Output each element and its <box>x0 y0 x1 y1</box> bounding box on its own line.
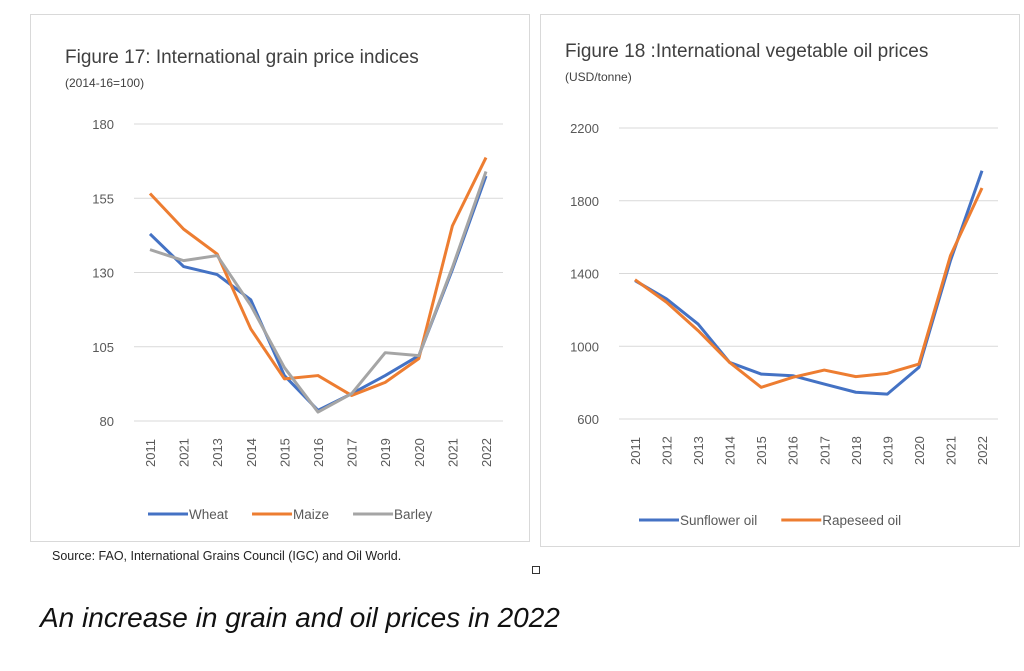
legend-label: Wheat <box>189 507 228 522</box>
x-tick-label: 2022 <box>975 436 990 465</box>
x-tick-label: 2021 <box>445 438 460 467</box>
y-tick-label: 1800 <box>570 194 599 209</box>
x-tick-label: 2015 <box>277 438 292 467</box>
series-line-maize <box>148 156 488 397</box>
series-line-rapeseed-oil <box>634 187 984 389</box>
legend-label: Maize <box>293 507 329 522</box>
source-note: Source: FAO, International Grains Counci… <box>52 549 402 563</box>
x-tick-label: 2011 <box>143 439 158 467</box>
x-tick-label: 2021 <box>177 438 192 467</box>
x-tick-label: 2017 <box>345 438 360 467</box>
chart-subtitle: (2014-16=100) <box>65 76 145 90</box>
y-tick-label: 130 <box>92 266 114 281</box>
y-tick-label: 600 <box>577 412 599 427</box>
series-line-barley <box>149 171 488 414</box>
legend-label: Sunflower oil <box>680 513 757 528</box>
x-tick-label: 2012 <box>660 436 675 465</box>
x-tick-label: 2014 <box>723 436 738 465</box>
x-tick-label: 2014 <box>244 438 259 467</box>
x-tick-label: 2019 <box>378 438 393 467</box>
caption: An increase in grain and oil prices in 2… <box>40 602 560 633</box>
y-tick-label: 180 <box>92 117 114 132</box>
legend-label: Rapeseed oil <box>822 513 901 528</box>
chart-title: Figure 18 :International vegetable oil p… <box>565 41 929 62</box>
y-tick-label: 2200 <box>570 121 599 136</box>
grain-chart-plot: 80 105 130 155 180 2011 2021 2013 2014 2015 2016 20… <box>92 117 503 522</box>
y-tick-label: 105 <box>92 340 114 355</box>
oil-chart-panel: Figure 18 :International vegetable oil p… <box>540 14 1020 547</box>
x-tick-label: 2013 <box>210 438 225 467</box>
oil-chart-plot: 600 1000 1400 1800 2200 2011 2012 2013 2014 2015 2… <box>570 121 998 528</box>
series-line-sunflower-oil <box>634 170 984 396</box>
x-tick-label: 2020 <box>412 438 427 467</box>
x-tick-label: 2016 <box>311 438 326 467</box>
x-tick-label: 2011 <box>628 437 643 465</box>
y-tick-label: 80 <box>100 414 114 429</box>
y-tick-label: 155 <box>92 191 114 206</box>
x-tick-label: 2019 <box>880 436 895 465</box>
grain-chart-panel: Figure 17: International grain price ind… <box>30 14 530 542</box>
x-tick-label: 2022 <box>479 438 494 467</box>
x-tick-label: 2020 <box>912 436 927 465</box>
x-tick-label: 2013 <box>691 436 706 465</box>
x-tick-label: 2016 <box>786 436 801 465</box>
chart-subtitle: (USD/tonne) <box>565 70 632 84</box>
y-tick-label: 1400 <box>570 267 599 282</box>
x-tick-label: 2017 <box>817 436 832 465</box>
x-tick-label: 2018 <box>849 436 864 465</box>
y-tick-label: 1000 <box>570 339 599 354</box>
legend-label: Barley <box>394 507 433 522</box>
chart-title: Figure 17: International grain price ind… <box>65 47 419 68</box>
small-square-marker <box>532 566 540 574</box>
x-tick-label: 2015 <box>754 436 769 465</box>
x-tick-label: 2021 <box>943 436 958 465</box>
